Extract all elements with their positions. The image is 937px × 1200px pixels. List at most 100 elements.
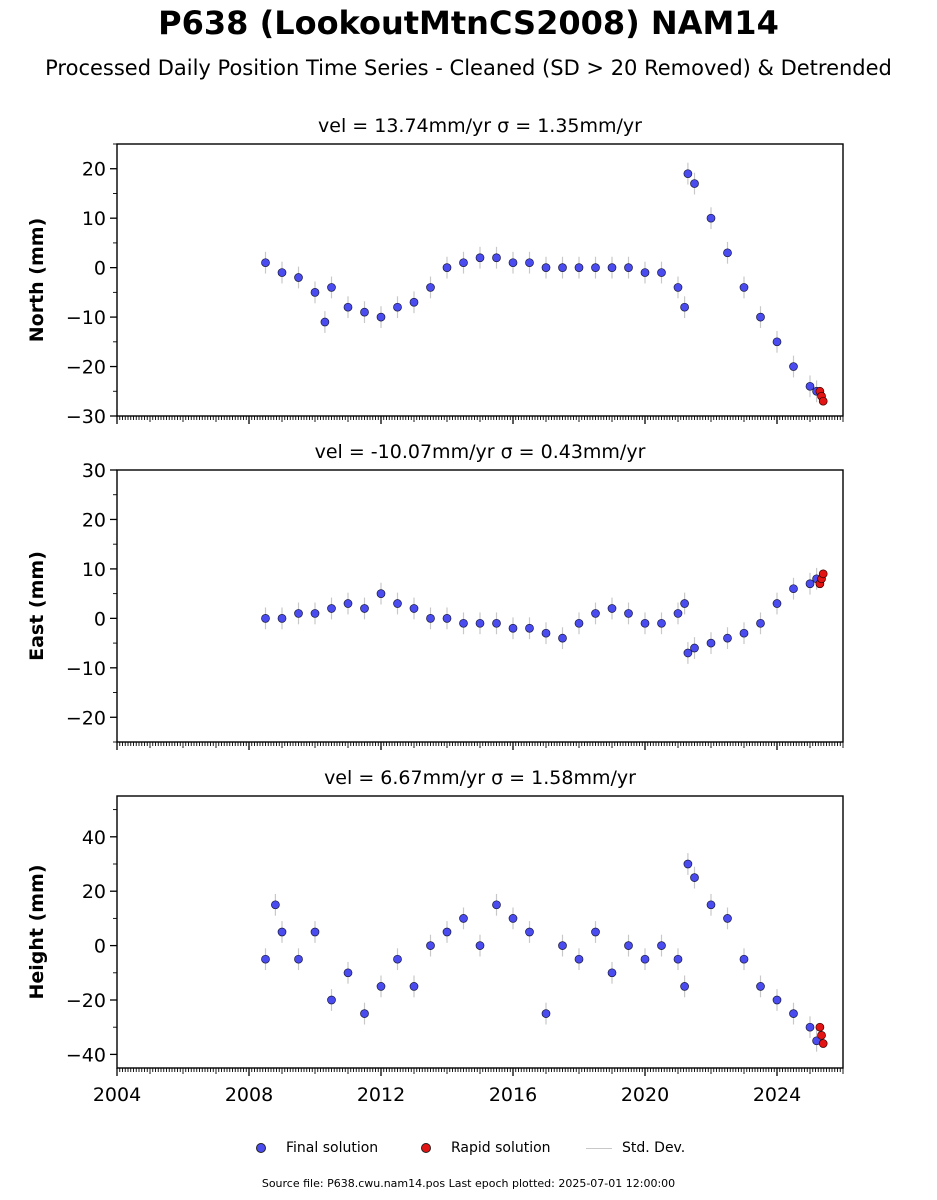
- height-x-tick-label: 2024: [753, 1084, 801, 1106]
- east-final-point: [683, 648, 693, 658]
- east-final-point: [558, 633, 567, 643]
- east-final-point: [277, 614, 287, 623]
- legend-item-sd: Std. Dev.: [586, 1135, 685, 1161]
- east-final-point: [680, 599, 689, 608]
- north-final-point: [310, 288, 320, 297]
- north-plot-frame: [116, 143, 844, 417]
- height-final-point: [294, 954, 303, 964]
- height-x-tick-label: 2004: [93, 1084, 141, 1106]
- height-x-tick-label: 2012: [357, 1084, 405, 1106]
- height-y-tick-label: 0: [94, 936, 106, 958]
- height-final-point: [680, 982, 689, 991]
- east-final-point: [409, 604, 419, 613]
- height-final-point: [475, 941, 485, 950]
- north-final-point: [558, 263, 567, 272]
- east-panel-title: vel = -10.07mm/yr σ = 0.43mm/yr: [315, 441, 646, 463]
- north-final-point: [393, 302, 402, 312]
- north-final-point: [426, 283, 435, 292]
- height-final-point: [805, 1022, 815, 1032]
- height-x-tick-label: 2016: [489, 1084, 537, 1106]
- north-final-point: [624, 263, 633, 272]
- std-dev-line-icon: [586, 1147, 612, 1149]
- north-final-point: [442, 263, 452, 272]
- east-final-point: [426, 614, 435, 623]
- height-final-point: [607, 968, 617, 978]
- north-final-point: [327, 283, 336, 292]
- north-final-point: [459, 258, 468, 268]
- height-final-point: [541, 1009, 551, 1018]
- height-final-point: [343, 968, 353, 978]
- east-final-point: [640, 618, 650, 628]
- panel-height: vel = 6.67mm/yr σ = 1.58mm/yr Height (mm)…: [26, 767, 844, 1106]
- height-x-tick-label: 2008: [225, 1084, 273, 1106]
- legend-sd-label: Std. Dev.: [622, 1140, 686, 1156]
- height-final-point: [360, 1009, 369, 1018]
- north-final-point: [409, 297, 419, 307]
- height-final-point: [690, 873, 699, 882]
- east-y-tick-label: 0: [94, 608, 106, 630]
- height-final-point: [683, 859, 693, 869]
- north-final-point: [591, 263, 600, 272]
- east-final-point: [574, 618, 584, 628]
- north-y-tick-label: −20: [66, 357, 106, 379]
- north-final-point: [277, 268, 287, 277]
- east-final-point: [310, 609, 320, 618]
- north-y-axis-label: North (mm): [26, 218, 48, 343]
- east-final-point: [442, 614, 452, 623]
- east-final-point: [756, 618, 765, 628]
- height-final-point: [591, 927, 600, 937]
- east-y-axis-label: East (mm): [26, 551, 48, 661]
- east-final-point: [261, 614, 270, 623]
- legend-item-final: Final solution: [256, 1135, 378, 1161]
- north-final-point: [772, 337, 782, 347]
- height-final-point: [706, 900, 716, 910]
- height-final-point: [442, 927, 452, 937]
- east-final-point: [393, 599, 402, 608]
- north-panel-title: vel = 13.74mm/yr σ = 1.35mm/yr: [318, 115, 642, 137]
- east-final-point: [376, 589, 386, 598]
- north-final-point: [657, 268, 666, 277]
- height-x-tick-label: 2020: [621, 1084, 669, 1106]
- height-final-point: [376, 982, 386, 991]
- east-rapid-point: [818, 569, 828, 579]
- east-final-point: [657, 618, 666, 628]
- north-final-point: [789, 362, 798, 371]
- east-final-point: [706, 638, 716, 648]
- east-final-point: [805, 579, 815, 589]
- east-final-point: [772, 599, 782, 608]
- east-final-point: [624, 609, 633, 618]
- height-final-point: [393, 954, 402, 964]
- north-y-tick-label: 20: [82, 159, 106, 181]
- east-final-point: [607, 604, 617, 613]
- east-final-point: [508, 623, 518, 633]
- east-final-point: [343, 599, 353, 608]
- north-y-tick-label: 0: [94, 258, 106, 280]
- rapid-solution-marker-icon: [421, 1143, 431, 1153]
- height-final-point: [739, 954, 749, 964]
- east-final-point: [459, 618, 468, 628]
- height-y-tick-label: 20: [82, 881, 106, 903]
- height-final-point: [525, 927, 534, 937]
- north-final-point: [261, 258, 270, 268]
- height-panel-title: vel = 6.67mm/yr σ = 1.58mm/yr: [324, 767, 636, 789]
- east-final-point: [541, 628, 551, 638]
- east-final-point: [723, 633, 732, 643]
- north-final-point: [607, 263, 617, 272]
- north-final-point: [343, 302, 353, 312]
- north-final-point: [492, 253, 501, 263]
- height-final-point: [327, 995, 336, 1005]
- height-final-point: [574, 954, 584, 964]
- height-final-point: [789, 1009, 798, 1018]
- north-final-point: [683, 169, 693, 179]
- height-final-point: [558, 941, 567, 950]
- height-final-point: [673, 954, 683, 964]
- east-final-point: [673, 609, 683, 618]
- height-rapid-point: [817, 1031, 826, 1040]
- final-solution-marker-icon: [256, 1143, 266, 1153]
- east-final-point: [690, 643, 699, 653]
- north-final-point: [376, 312, 386, 322]
- north-final-point: [739, 283, 749, 292]
- east-final-point: [475, 618, 485, 628]
- height-final-point: [723, 914, 732, 923]
